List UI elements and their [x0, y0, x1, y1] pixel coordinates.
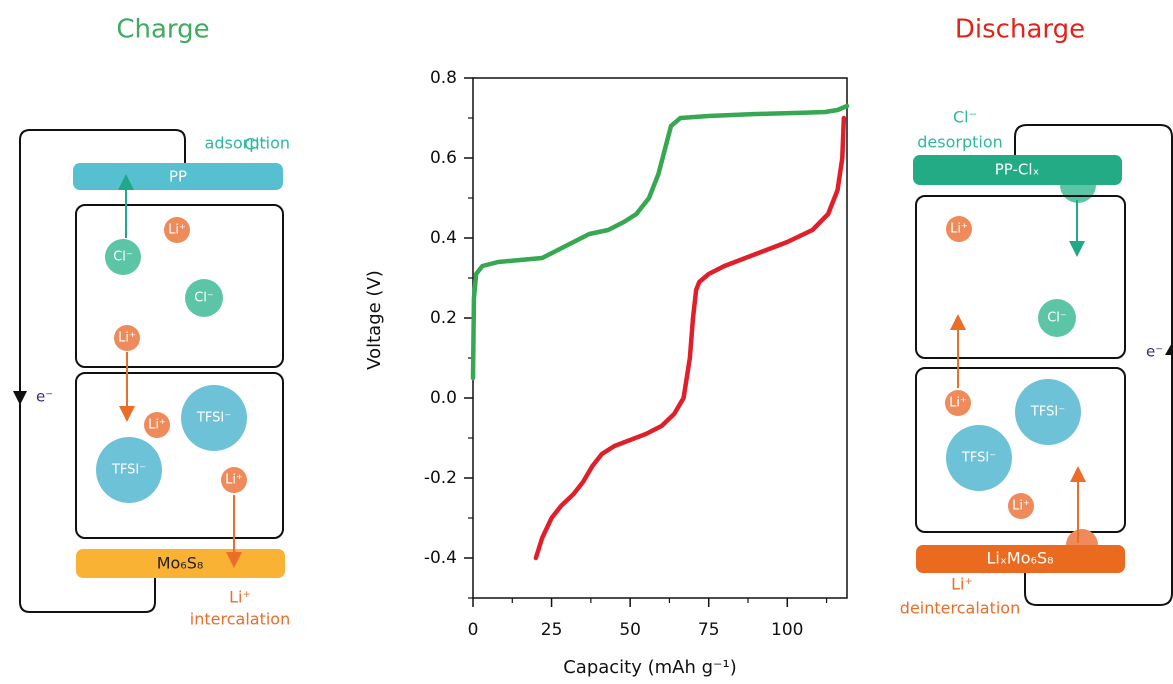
- data-line: [533, 115, 847, 561]
- ion: [181, 385, 247, 451]
- ion-label: Cl⁻: [1047, 311, 1067, 326]
- ion-label: Cl⁻: [113, 250, 133, 265]
- y-tick-label: -0.2: [424, 468, 457, 488]
- ion: [1060, 185, 1096, 203]
- circuit-wire: [1014, 124, 1173, 606]
- y-tick-label: 0.0: [430, 388, 457, 408]
- circuit-wire: [19, 129, 186, 613]
- electrode-label: LiₓMo₆S₈: [986, 549, 1053, 568]
- y-tick-label: -0.4: [424, 548, 457, 568]
- y-tick-label: 0.6: [430, 148, 457, 168]
- electron-label: e⁻: [1146, 343, 1163, 361]
- ion: [946, 216, 972, 242]
- plot-frame: [472, 77, 848, 599]
- ion: [1066, 529, 1098, 545]
- ion: [1008, 493, 1034, 519]
- x-tick-label: 25: [541, 620, 563, 640]
- process-label: Li⁺: [229, 588, 251, 607]
- ion: [946, 425, 1012, 491]
- electrode-label: PP: [169, 168, 187, 186]
- ion: [144, 412, 170, 438]
- x-tick-label: 0: [468, 620, 479, 640]
- ion: [105, 239, 141, 275]
- electrode-label: PP-Clₓ: [995, 161, 1039, 179]
- ions: Li⁺ Cl⁻ Li⁺ TFSI⁻ TFSI⁻ Li⁺: [945, 216, 1081, 519]
- ion: [114, 325, 140, 351]
- ion-label: Li⁺: [168, 223, 186, 238]
- process-label: Cl⁻: [953, 108, 977, 127]
- ion: [96, 437, 162, 503]
- process-label: intercalation: [190, 610, 290, 629]
- electron-arrow: [13, 391, 27, 405]
- ions: Cl⁻ Li⁺ Cl⁻ Li⁺ TFSI⁻ Li⁺ TFSI⁻ Li⁺: [96, 217, 247, 503]
- charge-panel: Charge e⁻ Cl⁻ adsorption PP Mo₆S₈ Cl⁻ Li…: [13, 15, 290, 629]
- electron-arrow: [1165, 341, 1173, 355]
- y-tick-label: 0.4: [430, 228, 457, 248]
- electron-label: e⁻: [36, 388, 53, 406]
- ion-label: Li⁺: [1012, 499, 1030, 514]
- x-tick-label: 100: [771, 620, 803, 640]
- electrode: [916, 545, 1125, 573]
- ion-label: Li⁺: [148, 418, 166, 433]
- ion-label: Cl⁻: [194, 291, 214, 306]
- panel-title: Discharge: [955, 15, 1085, 45]
- ion-label: TFSI⁻: [111, 463, 146, 478]
- ion: [945, 390, 971, 416]
- ion-label: Li⁺: [949, 396, 967, 411]
- electrode: [913, 155, 1122, 185]
- ion: [1038, 299, 1076, 337]
- x-tick-label: 50: [619, 620, 641, 640]
- ion-label: TFSI⁻: [961, 451, 996, 466]
- ion: [1015, 379, 1081, 445]
- process-label: Cl⁻: [244, 135, 268, 154]
- panel-title: Charge: [116, 15, 209, 45]
- ion-label: TFSI⁻: [196, 411, 231, 426]
- process-label: deintercalation: [900, 599, 1020, 618]
- process-label: desorption: [917, 133, 1003, 152]
- compartment: [75, 372, 284, 539]
- compartment: [915, 195, 1126, 359]
- x-axis-title: Capacity (mAh g⁻¹): [563, 657, 737, 678]
- discharge-panel: Discharge e⁻ Cl⁻ desorption PP-Clₓ LiₓMo…: [900, 15, 1173, 618]
- process-label: Li⁺: [951, 575, 973, 594]
- x-tick-label: 75: [698, 620, 720, 640]
- ion: [164, 217, 190, 243]
- ion: [185, 279, 223, 317]
- chart: Voltage (V) Capacity (mAh g⁻¹) -0.4 -0.2 0…: [364, 68, 850, 678]
- data-line: [470, 103, 850, 381]
- y-axis-title: Voltage (V): [364, 270, 385, 370]
- process-label: adsorption: [205, 134, 290, 153]
- ion-label: Li⁺: [950, 222, 968, 237]
- y-tick-label: 0.8: [430, 68, 457, 88]
- ion-label: Li⁺: [118, 331, 136, 346]
- compartment: [75, 204, 284, 368]
- ion: [221, 467, 247, 493]
- ion-label: TFSI⁻: [1030, 405, 1065, 420]
- y-tick-label: 0.2: [430, 308, 457, 328]
- electrode-label: Mo₆S₈: [157, 554, 204, 573]
- ion-label: Li⁺: [225, 473, 243, 488]
- compartment: [915, 367, 1126, 533]
